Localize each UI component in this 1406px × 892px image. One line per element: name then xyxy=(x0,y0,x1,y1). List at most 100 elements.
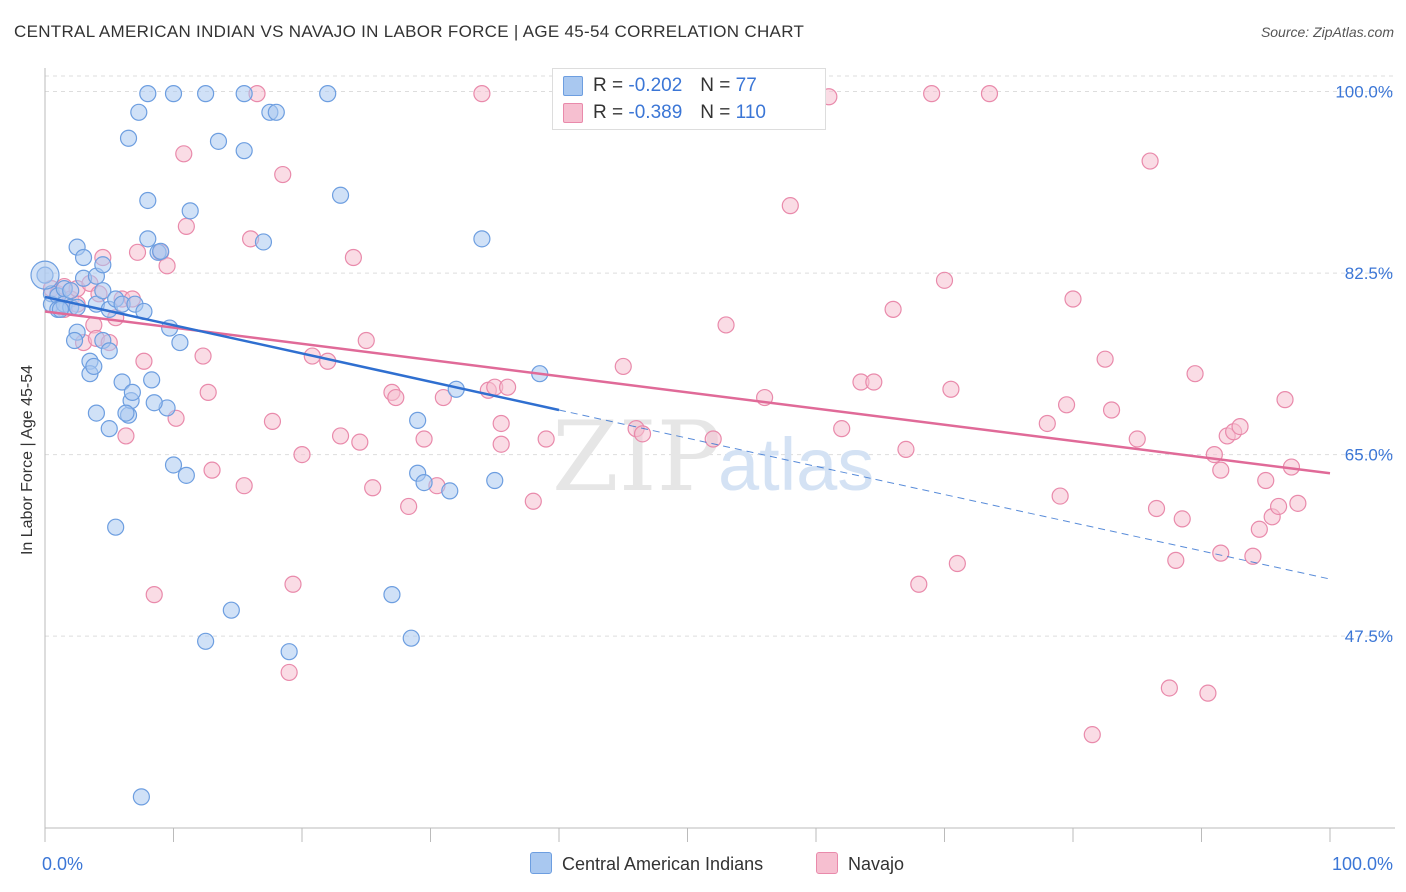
navajo-point xyxy=(1141,152,1159,170)
navajo-point xyxy=(128,243,147,261)
navajo-point xyxy=(263,412,282,431)
blue-swatch xyxy=(530,852,552,874)
central-american-indian-point xyxy=(235,142,253,160)
central-american-indian-point xyxy=(197,85,215,103)
navajo-point xyxy=(1147,499,1166,518)
central-american-indian-point xyxy=(139,85,157,103)
navajo-point xyxy=(492,435,510,453)
navajo-trend-line xyxy=(44,310,1331,475)
navajo-point xyxy=(400,497,418,516)
central-american-indian-point xyxy=(235,85,253,103)
y-tick-label: 100.0% xyxy=(1335,83,1393,102)
grid-layer xyxy=(45,75,1395,637)
navajo-point xyxy=(1212,544,1230,562)
navajo-point xyxy=(980,85,999,103)
navajo-point xyxy=(499,378,517,396)
central-american-indian-point xyxy=(319,85,337,103)
navajo-point xyxy=(293,445,311,464)
navajo-point xyxy=(194,347,212,365)
navajo-point xyxy=(177,217,195,235)
central-american-indian-point xyxy=(177,466,195,484)
navajo-point xyxy=(145,586,163,604)
central-american-indian-point xyxy=(222,601,240,619)
navajo-point xyxy=(235,477,253,495)
navajo-point xyxy=(357,331,375,350)
navajo-point xyxy=(1083,726,1101,744)
bottom-legend-central-american-indians: Central American Indians xyxy=(530,852,763,875)
bottom-legend-navajo: Navajo xyxy=(816,852,904,875)
n-label: N = xyxy=(700,102,731,123)
central-american-indian-cluster-point xyxy=(30,260,60,290)
navajo-point xyxy=(280,663,298,682)
navajo-point xyxy=(1173,510,1191,528)
navajo-point xyxy=(833,420,851,438)
tick-labels: 47.5% 65.0% 82.5% 100.0% 0.0% 100.0% xyxy=(42,83,1393,874)
central-american-indian-point xyxy=(197,632,215,650)
navajo-point xyxy=(948,554,966,573)
legend-row-navajo: R = -0.389 N = 110 xyxy=(563,101,766,125)
central-american-indian-point xyxy=(100,420,118,438)
navajo-point xyxy=(284,575,302,593)
navajo-point xyxy=(781,197,799,215)
navajo-point xyxy=(1231,417,1249,436)
navajo-point xyxy=(704,430,722,448)
navajo-point xyxy=(1038,414,1056,433)
n-value: 110 xyxy=(735,102,766,123)
central-american-indian-point xyxy=(119,129,138,147)
navajo-point xyxy=(331,427,350,445)
central-american-indian-points xyxy=(30,85,549,806)
pink-swatch xyxy=(816,852,838,874)
central-american-indian-point xyxy=(123,383,141,401)
navajo-point xyxy=(633,425,652,443)
central-american-indian-point xyxy=(94,256,112,274)
trend-lines xyxy=(44,295,1331,580)
central-american-indian-point xyxy=(441,482,459,500)
chart-title: CENTRAL AMERICAN INDIAN VS NAVAJO IN LAB… xyxy=(14,22,805,41)
navajo-point xyxy=(865,373,883,391)
central-american-indian-point xyxy=(130,103,148,121)
central-american-indian-point xyxy=(415,473,433,492)
pink-swatch xyxy=(563,102,583,123)
navajo-point xyxy=(942,380,960,398)
navajo-point xyxy=(1289,494,1307,512)
navajo-point xyxy=(434,388,452,407)
navajo-point xyxy=(1128,430,1146,448)
navajo-point xyxy=(1269,497,1288,516)
navajo-point xyxy=(1102,401,1121,419)
navajo-point xyxy=(117,427,135,445)
central-american-indian-point xyxy=(117,404,135,422)
central-american-indian-point xyxy=(280,643,298,661)
x-tick-label: 100.0% xyxy=(1332,854,1393,874)
axis-layer xyxy=(44,68,1395,842)
navajo-point xyxy=(1212,461,1230,479)
navajo-point xyxy=(614,357,632,376)
navajo-point xyxy=(1257,471,1275,490)
navajo-point xyxy=(935,271,954,289)
navajo-point xyxy=(1064,290,1082,308)
n-label: N = xyxy=(700,75,731,96)
navajo-point xyxy=(1276,391,1294,409)
navajo-point xyxy=(203,461,221,479)
navajo-point xyxy=(884,300,902,318)
central-american-indian-point xyxy=(383,586,401,604)
navajo-point xyxy=(364,479,382,497)
navajo-point xyxy=(415,430,433,448)
navajo-point xyxy=(135,352,153,370)
navajo-point xyxy=(897,440,915,459)
central-american-indian-point xyxy=(139,191,157,210)
navajo-point xyxy=(1199,684,1217,702)
navajo-point xyxy=(1186,365,1204,383)
central-american-indian-point xyxy=(254,233,273,251)
navajo-point xyxy=(923,85,941,103)
n-value: 77 xyxy=(735,75,757,96)
navajo-point xyxy=(344,248,362,267)
navajo-point xyxy=(537,430,555,448)
legend-label: Central American Indians xyxy=(562,854,764,874)
source-credit: Source: ZipAtlas.com xyxy=(1260,24,1394,40)
navajo-point xyxy=(1250,520,1268,538)
navajo-point xyxy=(1096,350,1114,368)
navajo-point xyxy=(1167,551,1185,569)
central-american-indian-point xyxy=(473,230,491,248)
navajo-point xyxy=(473,85,491,103)
